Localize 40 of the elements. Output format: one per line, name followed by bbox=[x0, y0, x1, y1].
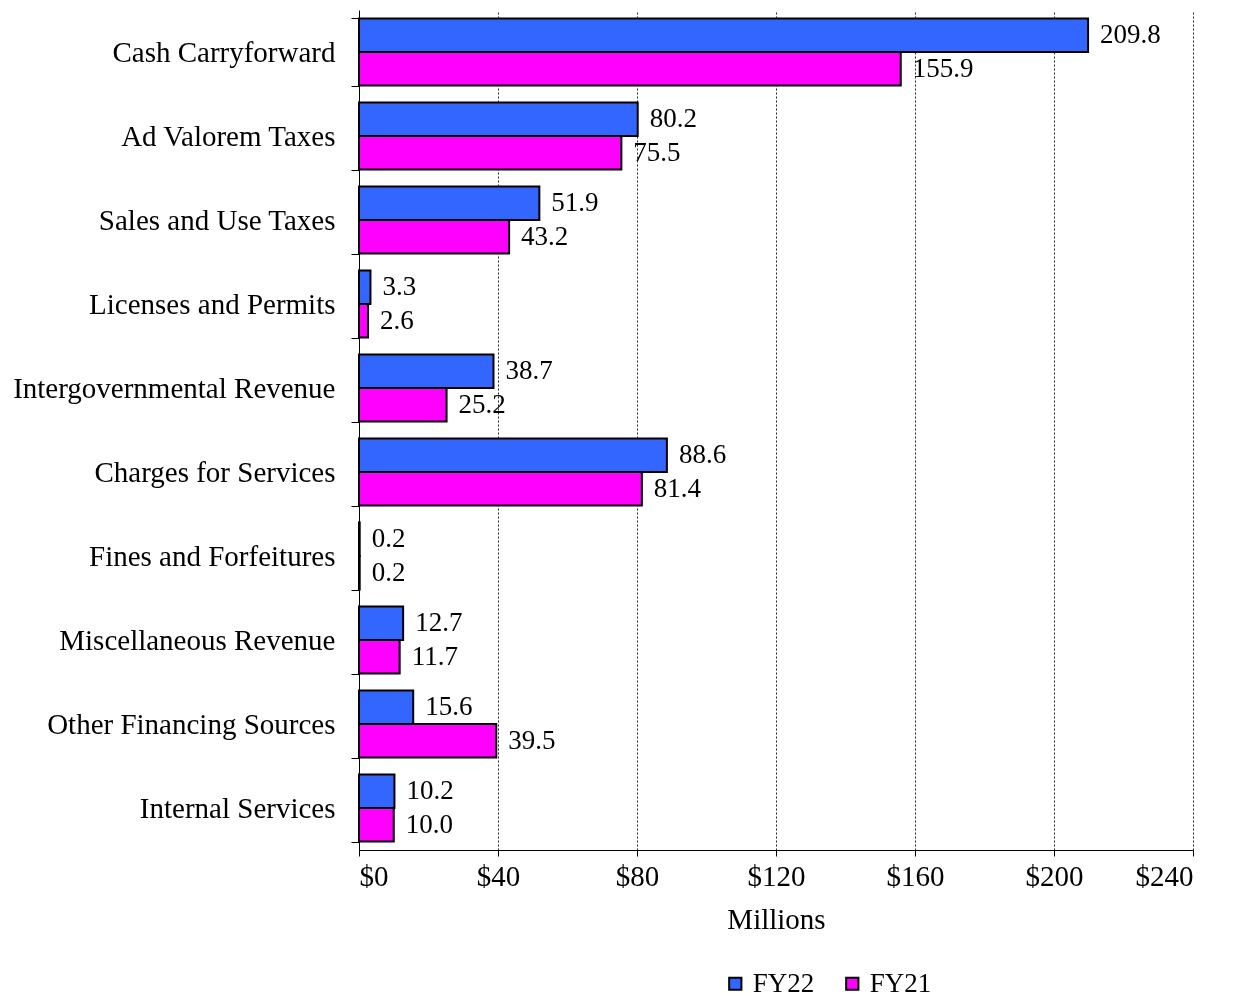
x-tick-label: $240 bbox=[1135, 859, 1194, 892]
legend-label: FY22 bbox=[752, 967, 815, 998]
data-label: 81.4 bbox=[653, 472, 702, 503]
y-tick-label: Other Financing Sources bbox=[47, 707, 336, 740]
y-tick-label: Ad Valorem Taxes bbox=[121, 119, 336, 152]
data-label: 3.3 bbox=[382, 271, 417, 302]
x-tick-label: $80 bbox=[615, 859, 660, 892]
data-label: 10.2 bbox=[406, 775, 454, 806]
data-label: 2.6 bbox=[380, 304, 414, 335]
data-label: 11.7 bbox=[411, 640, 458, 671]
data-label: 155.9 bbox=[912, 52, 974, 83]
legend-label: FY21 bbox=[869, 967, 932, 998]
data-label: 0.2 bbox=[371, 523, 406, 554]
y-tick-label: Fines and Forfeitures bbox=[89, 539, 336, 572]
data-label: 38.7 bbox=[505, 355, 553, 386]
data-label: 10.0 bbox=[405, 808, 453, 839]
y-tick-label: Cash Carryforward bbox=[112, 35, 336, 68]
y-tick-label: Charges for Services bbox=[94, 455, 336, 488]
x-tick-label: $120 bbox=[747, 859, 806, 892]
data-label: 12.7 bbox=[415, 607, 463, 638]
data-label: 80.2 bbox=[649, 103, 697, 134]
x-tick-label: $40 bbox=[476, 859, 521, 892]
y-tick-label: Miscellaneous Revenue bbox=[59, 623, 336, 656]
data-label: 51.9 bbox=[551, 187, 599, 218]
data-label: 0.2 bbox=[371, 556, 406, 587]
y-tick-label: Sales and Use Taxes bbox=[98, 203, 336, 236]
y-tick-label: Licenses and Permits bbox=[89, 287, 336, 320]
data-label: 43.2 bbox=[521, 220, 569, 251]
data-label: 39.5 bbox=[508, 724, 556, 755]
y-tick-label: Internal Services bbox=[139, 791, 336, 824]
x-tick-label: $160 bbox=[886, 859, 945, 892]
data-label: 25.2 bbox=[458, 388, 506, 419]
x-tick-label: $200 bbox=[1025, 859, 1084, 892]
data-label: 75.5 bbox=[633, 136, 681, 167]
data-label: 209.8 bbox=[1100, 19, 1161, 50]
data-label: 88.6 bbox=[678, 439, 727, 470]
y-tick-label: Intergovernmental Revenue bbox=[13, 371, 336, 404]
x-axis-title: Millions bbox=[727, 902, 826, 935]
x-tick-label: $0 bbox=[359, 859, 389, 892]
data-label: 15.6 bbox=[425, 691, 473, 722]
